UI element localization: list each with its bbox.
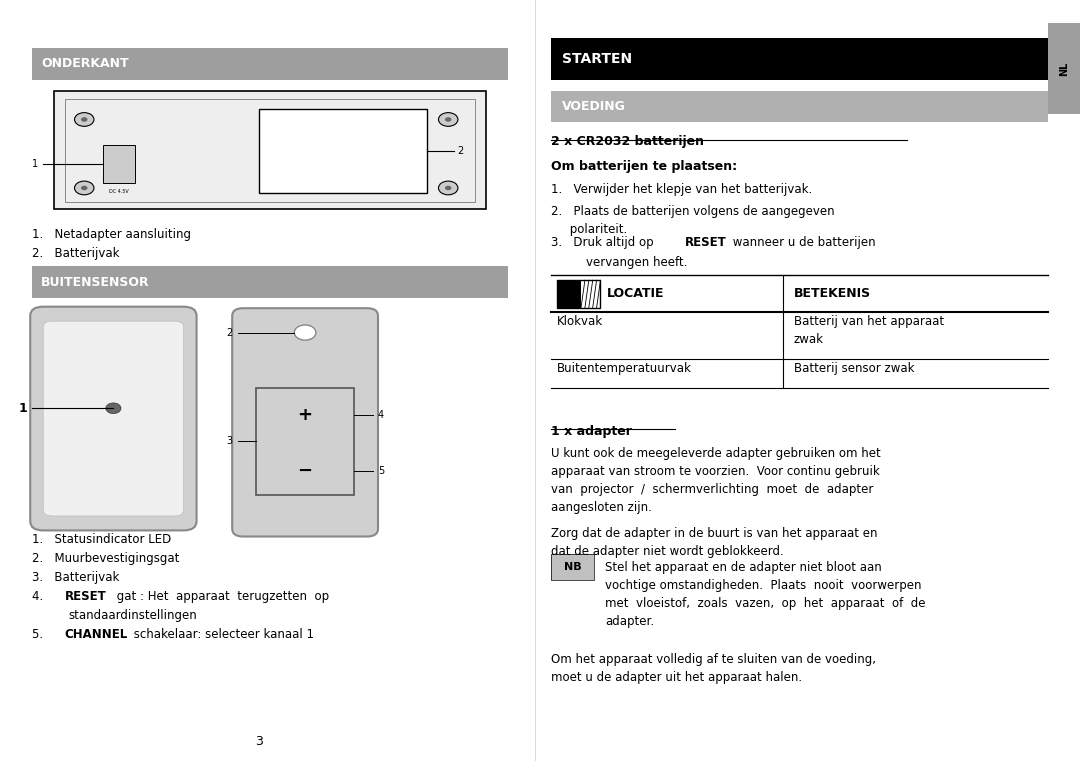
Bar (103, 145, 135, 183)
Text: 1: 1 (31, 158, 38, 169)
Bar (259, 109, 427, 193)
Text: 5.: 5. (32, 628, 55, 641)
Bar (581, 280, 600, 307)
Text: Buitentemperatuurvak: Buitentemperatuurvak (557, 362, 692, 375)
Text: 4.: 4. (32, 590, 55, 603)
Text: 2.   Muurbevestigingsgat: 2. Muurbevestigingsgat (32, 552, 179, 565)
Text: Stel het apparaat en de adapter niet bloot aan
vochtige omstandigheden.  Plaats : Stel het apparaat en de adapter niet blo… (605, 561, 926, 628)
Text: gat : Het  apparaat  terugzetten  op: gat : Het apparaat terugzetten op (113, 590, 329, 603)
Text: 3: 3 (255, 735, 264, 749)
FancyBboxPatch shape (43, 321, 184, 516)
Text: CHANNEL: CHANNEL (65, 628, 129, 641)
Text: VOEDING: VOEDING (562, 100, 625, 113)
Text: DC 4.5V: DC 4.5V (109, 189, 129, 194)
Text: vervangen heeft.: vervangen heeft. (586, 256, 688, 269)
Text: +: + (298, 406, 312, 424)
Circle shape (106, 403, 121, 414)
Bar (256, 388, 354, 495)
Text: BETEKENIS: BETEKENIS (794, 287, 870, 301)
Text: 2.   Plaats de batterijen volgens de aangegeven
     polariteit.: 2. Plaats de batterijen volgens de aange… (551, 205, 835, 237)
Bar (551, 38, 1048, 80)
Bar (65, 99, 475, 202)
Bar (103, 145, 135, 183)
Text: Klokvak: Klokvak (557, 315, 604, 328)
Text: LOCATIE: LOCATIE (607, 287, 664, 301)
FancyBboxPatch shape (30, 307, 197, 530)
Circle shape (445, 186, 451, 190)
Text: 1.   Netadapter aansluiting: 1. Netadapter aansluiting (32, 228, 191, 241)
Text: Om het apparaat volledig af te sluiten van de voeding,
moet u de adapter uit het: Om het apparaat volledig af te sluiten v… (551, 653, 876, 684)
Text: BUITENSENSOR: BUITENSENSOR (41, 275, 150, 289)
Text: Zorg dat de adapter in de buurt is van het apparaat en
dat de adapter niet wordt: Zorg dat de adapter in de buurt is van h… (551, 527, 877, 558)
Bar (32, 48, 508, 80)
Text: U kunt ook de meegeleverde adapter gebruiken om het
apparaat van stroom te voorz: U kunt ook de meegeleverde adapter gebru… (551, 447, 880, 514)
Bar (557, 280, 581, 307)
Text: Batterij van het apparaat
zwak: Batterij van het apparaat zwak (794, 315, 944, 346)
Text: 1.   Statusindicator LED: 1. Statusindicator LED (32, 533, 172, 546)
Text: ONDERKANT: ONDERKANT (41, 57, 129, 71)
Text: 5: 5 (378, 466, 384, 476)
Text: −: − (297, 462, 313, 480)
Circle shape (438, 181, 458, 195)
Text: RESET: RESET (65, 590, 107, 603)
Circle shape (81, 186, 87, 190)
Text: Batterij sensor zwak: Batterij sensor zwak (794, 362, 915, 375)
FancyBboxPatch shape (232, 308, 378, 537)
Text: schakelaar: selecteer kanaal 1: schakelaar: selecteer kanaal 1 (130, 628, 313, 641)
Circle shape (438, 113, 458, 126)
Circle shape (81, 117, 87, 122)
Bar (54, 91, 486, 209)
Bar (557, 280, 600, 307)
Text: STARTEN: STARTEN (562, 52, 632, 66)
Bar (256, 388, 354, 495)
Text: wanneer u de batterijen: wanneer u de batterijen (729, 236, 876, 249)
Text: 3.   Druk altijd op: 3. Druk altijd op (551, 236, 657, 249)
Text: 3: 3 (226, 436, 232, 447)
Circle shape (75, 181, 94, 195)
Text: standaardinstellingen: standaardinstellingen (68, 609, 197, 622)
Text: 2: 2 (226, 327, 232, 338)
Circle shape (75, 113, 94, 126)
Bar (551, 91, 1048, 122)
Bar (54, 91, 486, 209)
Text: 2: 2 (457, 145, 463, 156)
Bar (551, 554, 594, 580)
Text: RESET: RESET (685, 236, 727, 249)
Text: 1.   Verwijder het klepje van het batterijvak.: 1. Verwijder het klepje van het batterij… (551, 183, 812, 196)
Text: NL: NL (1058, 62, 1069, 75)
Bar (551, 554, 594, 580)
Bar (1048, 23, 1080, 114)
Bar (32, 266, 508, 298)
Text: NB: NB (564, 562, 581, 572)
Text: 1 x adapter: 1 x adapter (551, 425, 632, 438)
Bar (259, 109, 427, 193)
Text: 1: 1 (18, 402, 27, 415)
Circle shape (445, 117, 451, 122)
Text: 2 x CR2032 batterijen: 2 x CR2032 batterijen (551, 135, 704, 148)
Text: 2.   Batterijvak: 2. Batterijvak (32, 247, 120, 260)
Text: 4: 4 (378, 409, 384, 420)
Text: 3.   Batterijvak: 3. Batterijvak (32, 571, 120, 584)
Circle shape (294, 325, 316, 340)
Text: Om batterijen te plaatsen:: Om batterijen te plaatsen: (551, 160, 737, 173)
